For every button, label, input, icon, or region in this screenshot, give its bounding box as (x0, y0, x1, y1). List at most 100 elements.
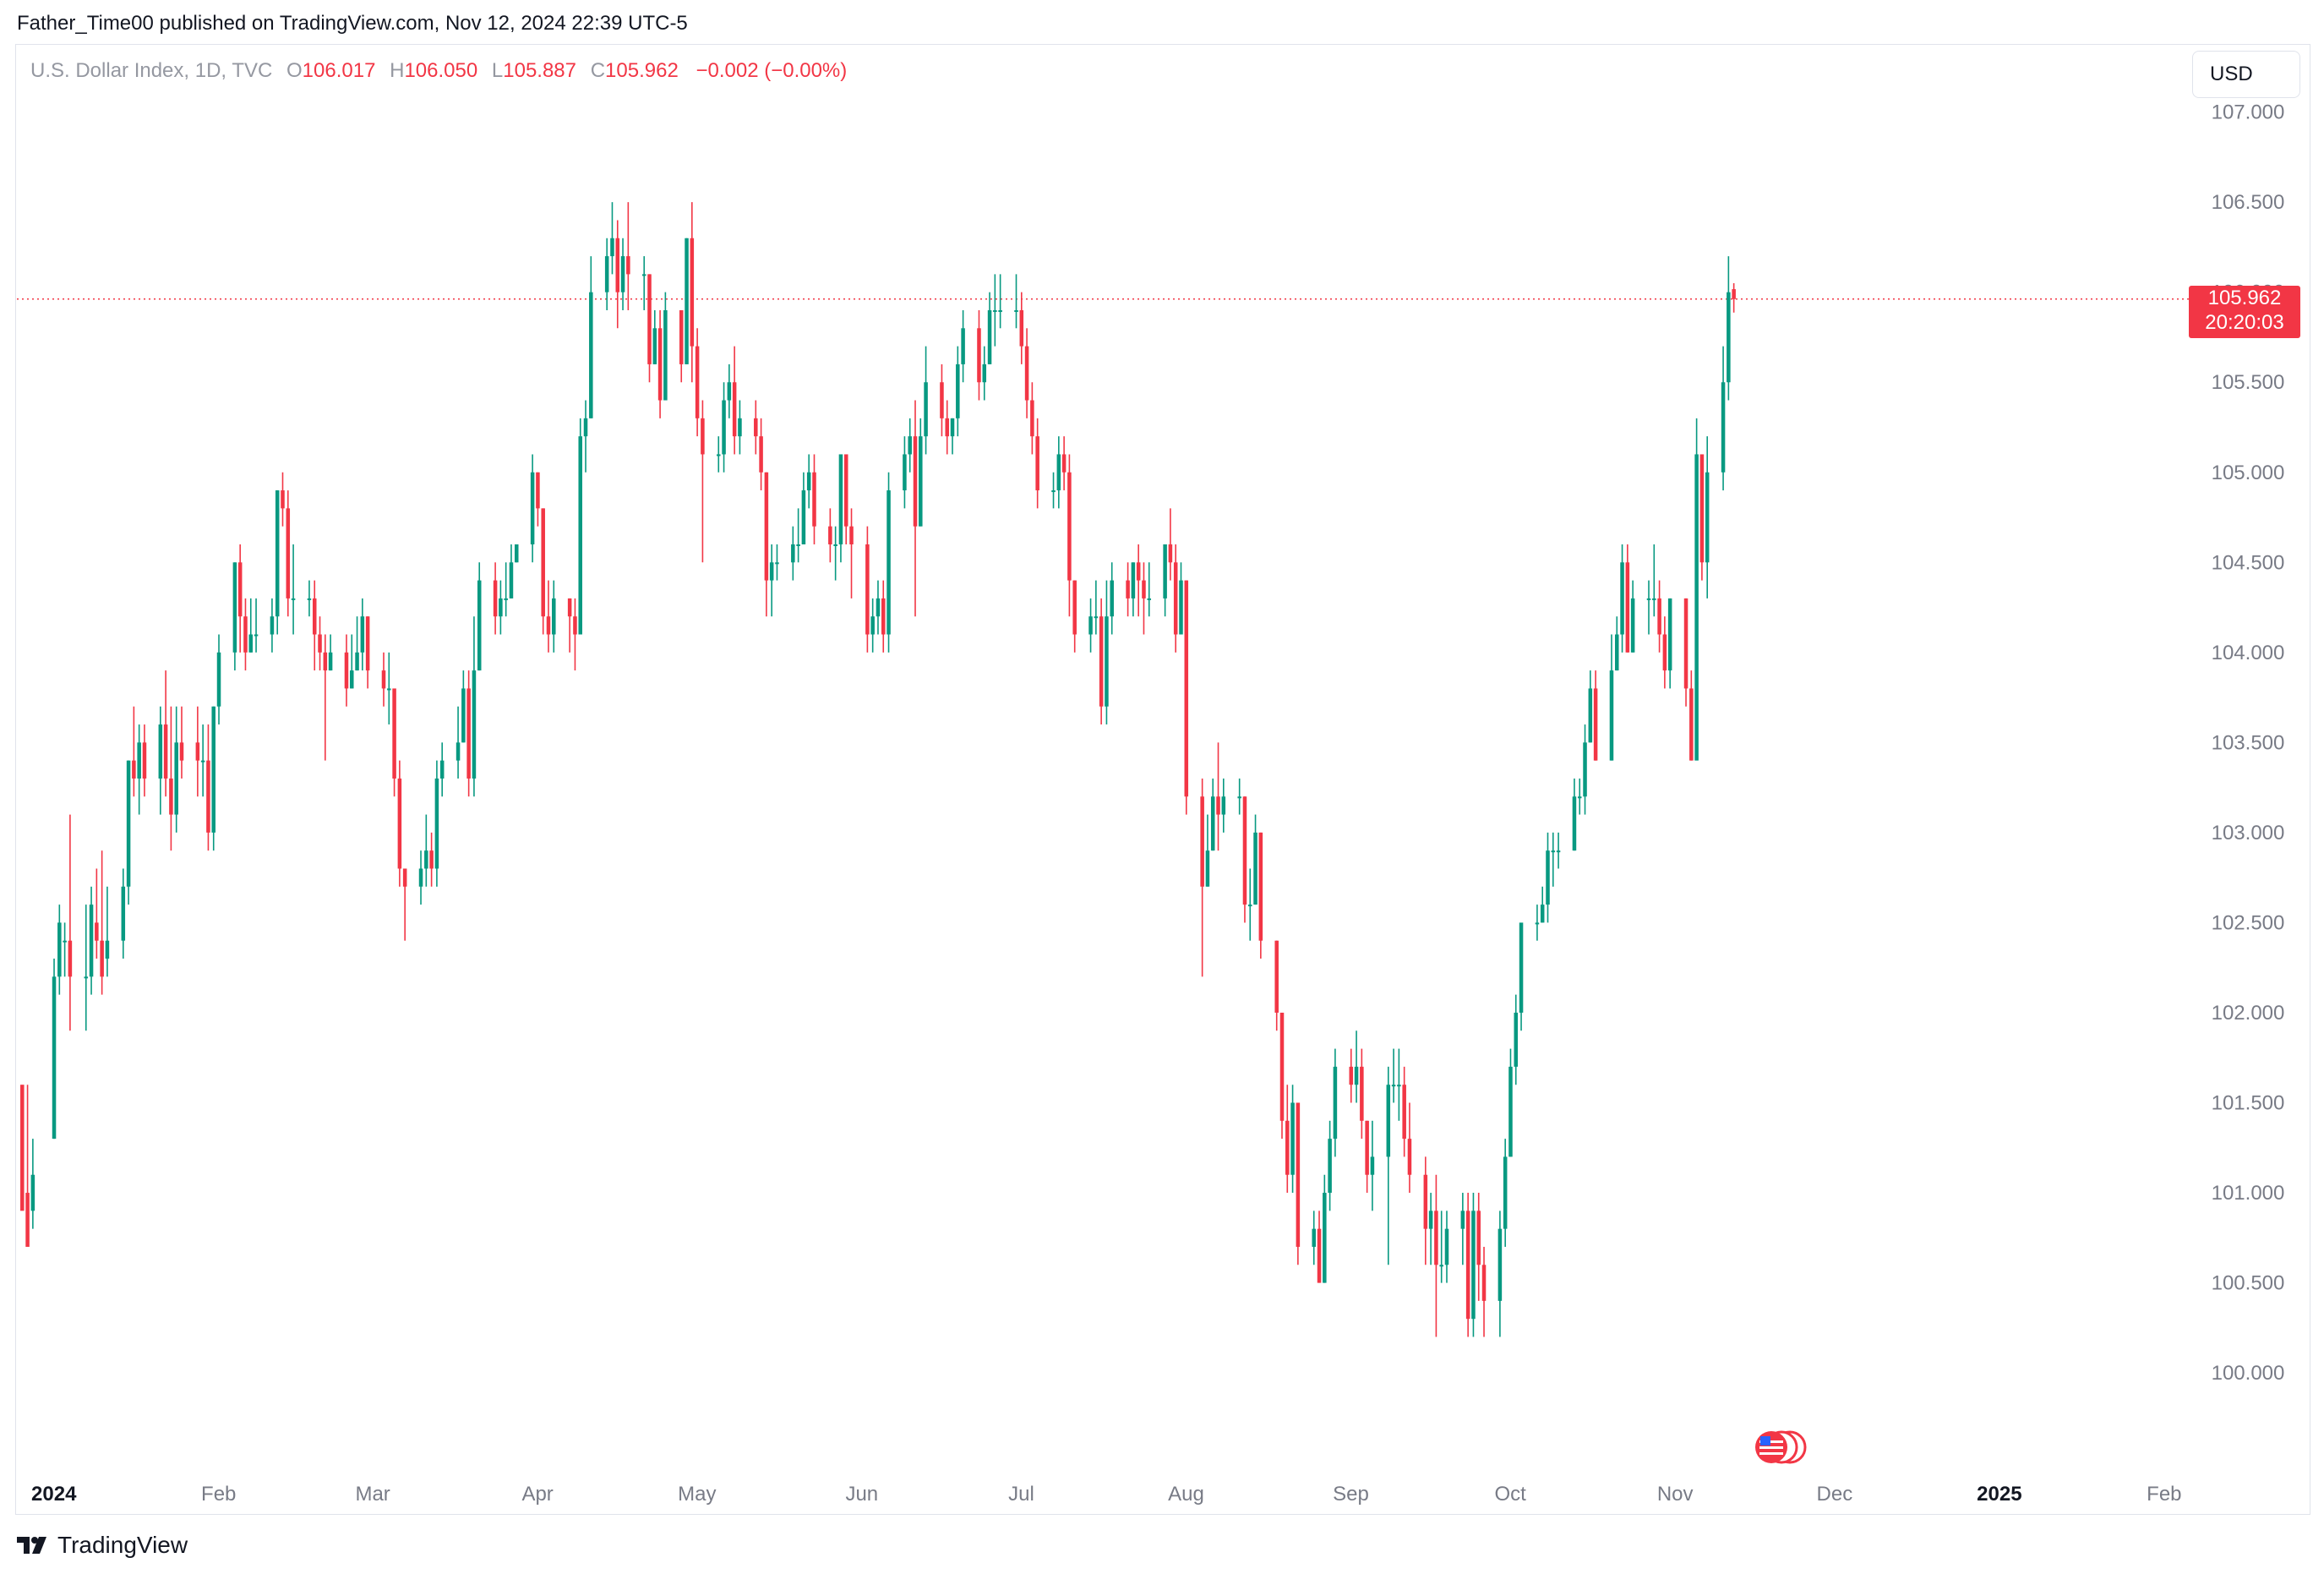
legend-open-label: O (286, 59, 303, 82)
candle-body (1630, 598, 1635, 653)
candle-body (1210, 796, 1215, 851)
candle-body (679, 309, 684, 364)
candle-body (950, 418, 955, 437)
candle-body (206, 760, 210, 833)
candle (206, 724, 210, 851)
candle (137, 724, 141, 815)
candle-body (1370, 1156, 1375, 1175)
candle-body (1683, 598, 1688, 689)
candle (179, 706, 184, 779)
x-tick-label: Apr (521, 1483, 553, 1506)
candle-body (583, 418, 588, 437)
candle-body (1444, 1228, 1449, 1265)
candle (461, 670, 466, 743)
candle (381, 652, 386, 707)
candle-body (759, 436, 763, 473)
candle-body (722, 400, 726, 455)
candle-body (828, 526, 832, 544)
candle (1652, 544, 1656, 617)
x-tick-label: 2025 (1977, 1483, 2021, 1506)
candle-body (903, 454, 907, 491)
candle-body (461, 688, 466, 743)
candle-body (663, 309, 668, 401)
candle-body (323, 652, 328, 671)
candle-body (1519, 922, 1524, 1013)
candle (1593, 670, 1598, 761)
tradingview-brand[interactable]: TradingView (17, 1532, 188, 1559)
candle-body (1142, 580, 1146, 598)
candle-body (573, 616, 577, 635)
candle (1014, 274, 1018, 329)
candle-body (1312, 1228, 1317, 1247)
candle (318, 616, 322, 671)
candle-body (1583, 742, 1587, 797)
candle-body (1662, 634, 1667, 671)
candle (63, 922, 67, 977)
candle (1024, 328, 1029, 418)
candle (286, 490, 291, 617)
candle (68, 814, 73, 1031)
candle-body (1290, 1102, 1295, 1175)
candle (477, 562, 482, 671)
candle (1168, 508, 1173, 581)
candle-body (137, 742, 141, 779)
x-tick-label: Aug (1168, 1483, 1204, 1506)
candle (1105, 580, 1109, 725)
candle (275, 490, 280, 635)
candle-body (1072, 580, 1077, 635)
candle-body (355, 652, 359, 671)
candle-body (961, 328, 965, 364)
candle-body (1508, 1066, 1513, 1157)
candle-body (1620, 562, 1624, 635)
candle-body (1067, 472, 1072, 581)
candle (843, 454, 848, 544)
currency-button[interactable]: USD (2192, 51, 2300, 98)
candle (1732, 283, 1736, 313)
candle-body (764, 472, 769, 581)
candle (578, 418, 582, 635)
candle-body (1323, 1193, 1327, 1283)
y-tick-label: 100.500 (2212, 1272, 2285, 1295)
candle (328, 634, 333, 671)
candle-body (1721, 382, 1726, 473)
time-axis[interactable]: 2024 Feb Mar Apr May Jun Jul Aug Sep Oct Nov Dec 202… (31, 1483, 2181, 1506)
candle-body (945, 418, 950, 437)
candle-body (1694, 454, 1699, 761)
candle (727, 363, 732, 418)
candle (652, 309, 657, 364)
candle (1126, 562, 1130, 617)
candle (1328, 1120, 1332, 1211)
candles-layer (20, 202, 1736, 1337)
candle-body (833, 544, 837, 546)
candle-body (1667, 598, 1672, 671)
us-flag-icon[interactable] (1753, 1429, 1807, 1466)
candle (1290, 1085, 1295, 1194)
candle (982, 346, 987, 401)
candle (1508, 1048, 1513, 1157)
y-tick-label: 101.500 (2212, 1092, 2285, 1115)
chart-frame[interactable] (15, 44, 2310, 1515)
y-tick-label: 105.500 (2212, 371, 2285, 394)
candle (956, 346, 960, 437)
candle-body (1131, 562, 1136, 598)
candle (583, 400, 588, 473)
candle-body (84, 976, 89, 979)
publish-text: Father_Time00 published on TradingView.c… (17, 12, 688, 35)
candle (1402, 1066, 1406, 1157)
candle-body (908, 436, 912, 455)
candle-body (1625, 562, 1630, 653)
candle (291, 544, 296, 635)
candle (105, 886, 110, 977)
candle-body (1253, 832, 1257, 905)
candle (95, 868, 99, 959)
y-tick-label: 103.500 (2212, 731, 2285, 754)
candle-body (1465, 1211, 1470, 1320)
candle-body (1572, 796, 1577, 851)
candle-body (552, 598, 556, 635)
candle (1253, 814, 1257, 905)
candle (323, 634, 328, 761)
candle (791, 526, 795, 581)
candle (1386, 1066, 1391, 1265)
candle (355, 616, 359, 671)
